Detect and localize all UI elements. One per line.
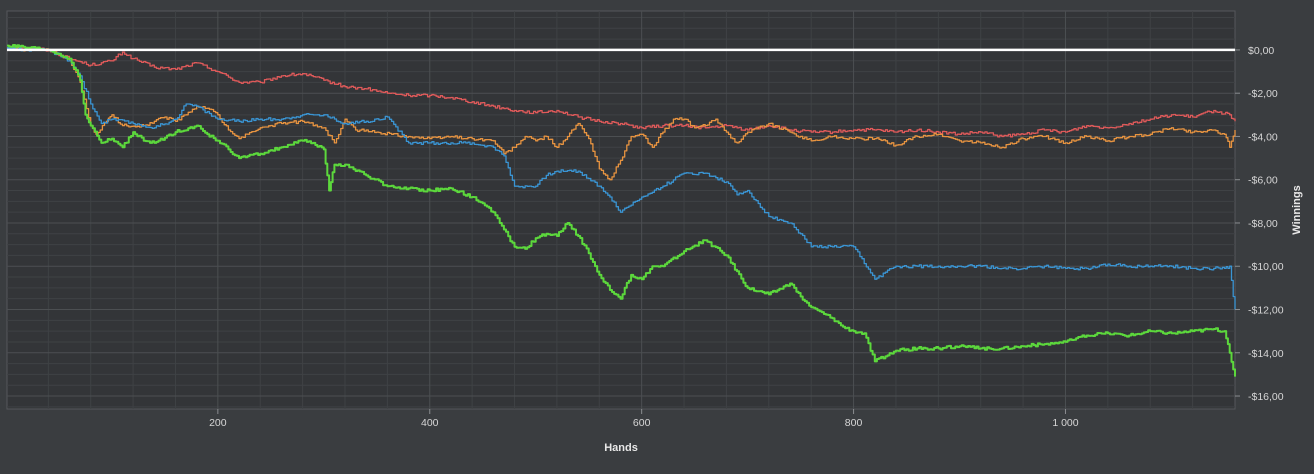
x-axis-ticks: 200 400 600 800 1 000 — [209, 409, 1079, 429]
y-tick-label: -$8,00 — [1248, 218, 1278, 230]
series-layer — [7, 44, 1236, 377]
y-tick-label: -$10,00 — [1248, 261, 1284, 273]
y-tick-label: -$16,00 — [1248, 391, 1284, 403]
x-tick-label: 1 000 — [1052, 417, 1078, 429]
y-tick-label: -$4,00 — [1248, 131, 1278, 143]
y-tick-label: -$14,00 — [1248, 348, 1284, 360]
y-axis-label: Winnings — [1291, 185, 1303, 234]
minor-gridlines — [7, 11, 1235, 409]
y-tick-label: -$2,00 — [1248, 88, 1278, 100]
x-tick-label: 400 — [421, 417, 439, 429]
x-tick-label: 800 — [845, 417, 863, 429]
series-line-2 — [7, 46, 1236, 181]
y-axis-ticks: $0,00 -$2,00 -$4,00 -$6,00 -$8,00 -$10,00 -$12… — [1235, 45, 1284, 403]
series-line-1 — [7, 44, 1236, 138]
y-tick-label: -$6,00 — [1248, 175, 1278, 187]
y-tick-label: $0,00 — [1248, 45, 1274, 57]
y-tick-label: -$12,00 — [1248, 305, 1284, 317]
series-line-4 — [7, 44, 1236, 377]
x-tick-label: 200 — [209, 417, 227, 429]
x-axis-label: Hands — [604, 442, 638, 454]
series-line-3 — [7, 47, 1236, 310]
x-tick-label: 600 — [633, 417, 651, 429]
